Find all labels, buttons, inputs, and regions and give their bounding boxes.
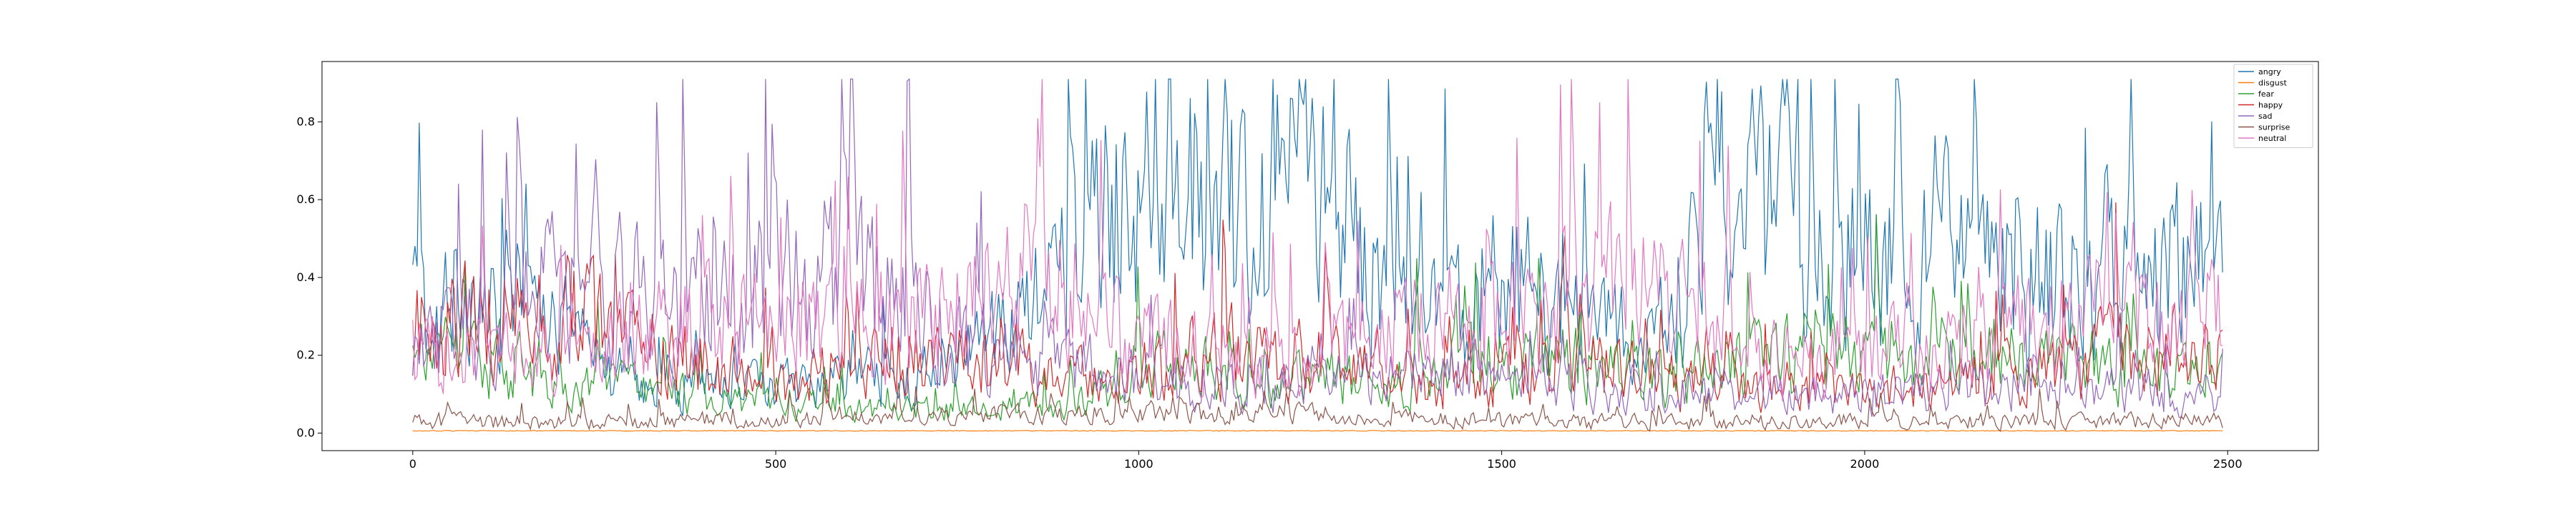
y-tick-label: 0.8 — [297, 114, 315, 128]
y-tick-label: 0.6 — [297, 192, 315, 206]
legend-label-surprise: surprise — [2258, 123, 2290, 132]
series-line-surprise — [412, 379, 2223, 433]
series-line-sad — [412, 78, 2223, 418]
series-line-angry — [412, 78, 2223, 416]
legend-label-disgust: disgust — [2258, 79, 2287, 88]
y-tick-label: 0.2 — [297, 348, 315, 362]
series-layer — [412, 78, 2223, 433]
legend-label-sad: sad — [2258, 112, 2272, 121]
y-tick-label: 0.4 — [297, 270, 315, 284]
y-axis: 0.0 0.2 0.4 0.6 0.8 — [297, 114, 322, 440]
legend-label-neutral: neutral — [2258, 134, 2286, 143]
legend-label-fear: fear — [2258, 89, 2274, 99]
x-tick-label: 2500 — [2213, 457, 2243, 471]
legend-label-happy: happy — [2258, 101, 2283, 110]
x-axis: 0 500 1000 1500 2000 2500 — [409, 451, 2243, 471]
y-tick-label: 0.0 — [297, 426, 315, 440]
x-tick-label: 0 — [409, 457, 416, 471]
legend-label-angry: angry — [2258, 67, 2281, 77]
x-tick-label: 2000 — [1850, 457, 1880, 471]
series-line-fear — [412, 214, 2223, 424]
series-line-neutral — [412, 79, 2223, 402]
x-tick-label: 1000 — [1124, 457, 1153, 471]
series-line-happy — [412, 202, 2223, 413]
x-tick-label: 1500 — [1487, 457, 1516, 471]
x-tick-label: 500 — [765, 457, 787, 471]
plot-frame — [321, 61, 2319, 451]
